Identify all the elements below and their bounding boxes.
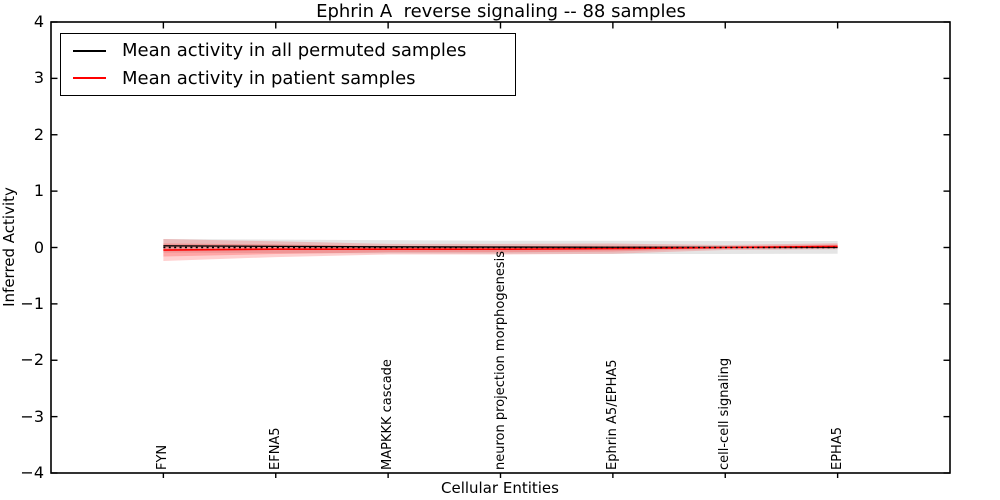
legend-label-patient: Mean activity in patient samples: [122, 67, 416, 89]
y-tick-label: −4: [20, 463, 44, 482]
legend-entry-permuted: Mean activity in all permuted samples: [73, 40, 515, 61]
legend-line-swatch-red: [73, 77, 106, 80]
y-tick-label: 0: [33, 237, 44, 257]
y-tick-label: 3: [33, 68, 44, 88]
x-tick-label: FYN: [155, 444, 171, 470]
x-tick-label: EPHA5: [829, 427, 845, 470]
y-tick-label: −3: [20, 406, 44, 426]
y-tick-label: 4: [33, 12, 44, 31]
x-tick-label: EFNA5: [267, 427, 283, 470]
legend-line-swatch-black: [73, 49, 106, 52]
legend-entry-patient: Mean activity in patient samples: [73, 68, 515, 89]
x-tick-label: Ephrin A5/EPHA5: [604, 359, 620, 470]
band-patient-std-outer: [163, 239, 838, 262]
legend: Mean activity in all permuted samples Me…: [60, 33, 516, 96]
x-axis-label: Cellular Entities: [441, 479, 559, 497]
x-tick-label: cell-cell signaling: [717, 357, 733, 470]
y-tick-label: −2: [20, 350, 44, 370]
x-tick-label: MAPKKK cascade: [380, 359, 396, 470]
chart-title: Ephrin A reverse signaling -- 88 samples: [316, 1, 686, 22]
x-tick-label: neuron projection morphogenesis: [492, 251, 508, 470]
y-tick-label: −1: [20, 293, 44, 313]
y-tick-label: 2: [33, 124, 44, 144]
y-tick-label: 1: [33, 181, 44, 201]
legend-label-permuted: Mean activity in all permuted samples: [122, 40, 467, 62]
